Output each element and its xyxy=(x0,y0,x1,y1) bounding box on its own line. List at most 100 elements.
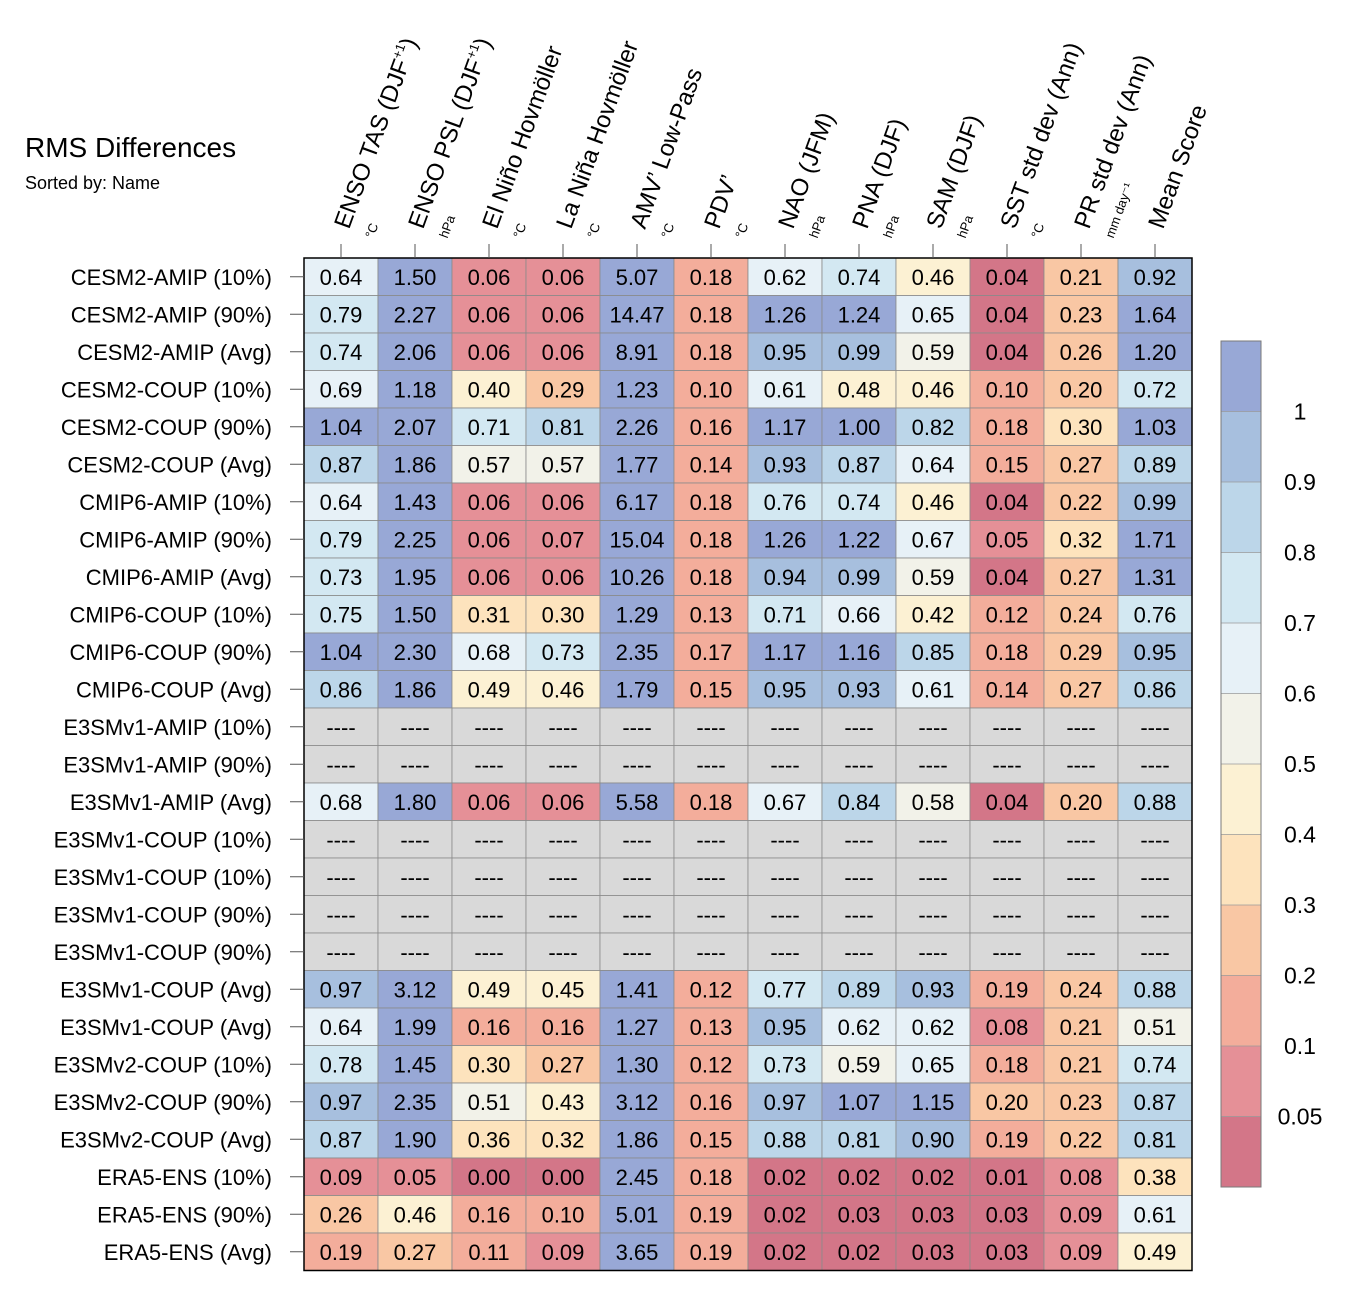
cell-value: 0.04 xyxy=(986,340,1029,365)
cell-value: 0.74 xyxy=(838,265,881,290)
heatmap-cell xyxy=(525,932,601,971)
cell-value: 2.27 xyxy=(394,302,437,327)
column-title: El Niño Hovmöller xyxy=(477,42,568,232)
heatmap-cell xyxy=(451,557,527,596)
cell-value: 0.12 xyxy=(690,977,733,1002)
heatmap-cell xyxy=(377,1120,453,1159)
heatmap-cell xyxy=(451,857,527,896)
heatmap-cell xyxy=(525,557,601,596)
heatmap-cell xyxy=(821,595,897,634)
heatmap-cell xyxy=(1117,520,1193,559)
heatmap-cell xyxy=(1043,632,1119,671)
cell-value: ---- xyxy=(474,715,503,740)
cell-value: ---- xyxy=(1066,940,1095,965)
cell-value: 0.93 xyxy=(838,677,881,702)
cell-value: 0.49 xyxy=(468,977,511,1002)
cell-value: 0.10 xyxy=(542,1202,585,1227)
cell-value: 0.88 xyxy=(1134,790,1177,815)
heatmap-cell xyxy=(747,670,823,709)
cell-value: ---- xyxy=(696,827,725,852)
heatmap-cell xyxy=(969,370,1045,409)
heatmap-cell xyxy=(303,332,379,371)
heatmap-cell xyxy=(525,445,601,484)
heatmap-cell xyxy=(377,295,453,334)
heatmap-cell xyxy=(747,557,823,596)
cell-value: 0.23 xyxy=(1060,1090,1103,1115)
column-title: Mean Score xyxy=(1143,101,1213,232)
row-label: E3SMv1-COUP (Avg) xyxy=(60,1015,272,1040)
heatmap-cell xyxy=(1043,1157,1119,1196)
heatmap-cell xyxy=(377,482,453,521)
heatmap-cell xyxy=(969,1120,1045,1159)
colorbar-swatch xyxy=(1221,482,1261,553)
heatmap-cell xyxy=(1117,482,1193,521)
cell-value: ---- xyxy=(622,865,651,890)
heatmap-cell xyxy=(377,857,453,896)
cell-value: 1.00 xyxy=(838,415,881,440)
heatmap-cell xyxy=(1117,745,1193,784)
heatmap-cell xyxy=(747,632,823,671)
cell-value: 2.07 xyxy=(394,415,437,440)
cell-value: 0.43 xyxy=(542,1090,585,1115)
cell-value: 0.02 xyxy=(838,1240,881,1265)
cell-value: 0.74 xyxy=(1134,1052,1177,1077)
colorbar-swatch xyxy=(1221,905,1261,976)
row-label: E3SMv1-COUP (10%) xyxy=(54,865,272,890)
cell-value: 0.62 xyxy=(764,265,807,290)
heatmap-cell xyxy=(1043,370,1119,409)
heatmap-cell xyxy=(1043,1045,1119,1084)
cell-value: 1.95 xyxy=(394,565,437,590)
cell-value: 0.15 xyxy=(690,677,733,702)
heatmap-cell xyxy=(451,482,527,521)
heatmap-cell xyxy=(821,295,897,334)
heatmap-cell xyxy=(673,970,749,1009)
cell-value: 0.82 xyxy=(912,415,955,440)
cell-value: ---- xyxy=(548,827,577,852)
cell-value: 0.97 xyxy=(320,1090,363,1115)
cell-value: 15.04 xyxy=(609,527,664,552)
heatmap-cell xyxy=(969,1157,1045,1196)
heatmap-cell xyxy=(673,1045,749,1084)
cell-value: 0.73 xyxy=(542,640,585,665)
heatmap-cell xyxy=(969,1195,1045,1234)
cell-value: ---- xyxy=(548,940,577,965)
heatmap-cell xyxy=(1043,595,1119,634)
cell-value: ---- xyxy=(844,752,873,777)
cell-value: 0.65 xyxy=(912,302,955,327)
cell-value: 1.22 xyxy=(838,527,881,552)
cell-value: 0.85 xyxy=(912,640,955,665)
heatmap-cell xyxy=(747,482,823,521)
cell-value: 0.31 xyxy=(468,602,511,627)
heatmap-cell xyxy=(895,370,971,409)
heatmap-cell xyxy=(895,970,971,1009)
heatmap-cell xyxy=(747,745,823,784)
heatmap-cell xyxy=(1043,1007,1119,1046)
heatmap-cell xyxy=(451,932,527,971)
cell-value: 0.29 xyxy=(1060,640,1103,665)
cell-value: 0.88 xyxy=(1134,977,1177,1002)
heatmap-cell xyxy=(303,857,379,896)
cell-value: 0.08 xyxy=(986,1015,1029,1040)
heatmap-cell xyxy=(303,257,379,296)
colorbar-label: 0.5 xyxy=(1284,751,1316,777)
cell-value: 0.19 xyxy=(690,1202,733,1227)
heatmap-cell xyxy=(451,520,527,559)
heatmap-cell xyxy=(969,445,1045,484)
cell-value: 0.19 xyxy=(320,1240,363,1265)
cell-value: ---- xyxy=(474,902,503,927)
cell-value: 0.18 xyxy=(690,265,733,290)
cell-value: ---- xyxy=(1066,865,1095,890)
column-name: SST std dev (Ann) xyxy=(995,39,1087,232)
heatmap-cell xyxy=(525,1082,601,1121)
heatmap-cell xyxy=(599,295,675,334)
cell-value: 0.95 xyxy=(1134,640,1177,665)
cell-value: 0.18 xyxy=(986,640,1029,665)
heatmap-cell xyxy=(821,257,897,296)
heatmap-cell xyxy=(599,595,675,634)
heatmap-cell xyxy=(303,932,379,971)
cell-value: ---- xyxy=(1140,827,1169,852)
heatmap-cell xyxy=(377,932,453,971)
cell-value: 0.49 xyxy=(468,677,511,702)
heatmap-cell xyxy=(525,257,601,296)
row-label: CMIP6-COUP (Avg) xyxy=(76,677,272,702)
